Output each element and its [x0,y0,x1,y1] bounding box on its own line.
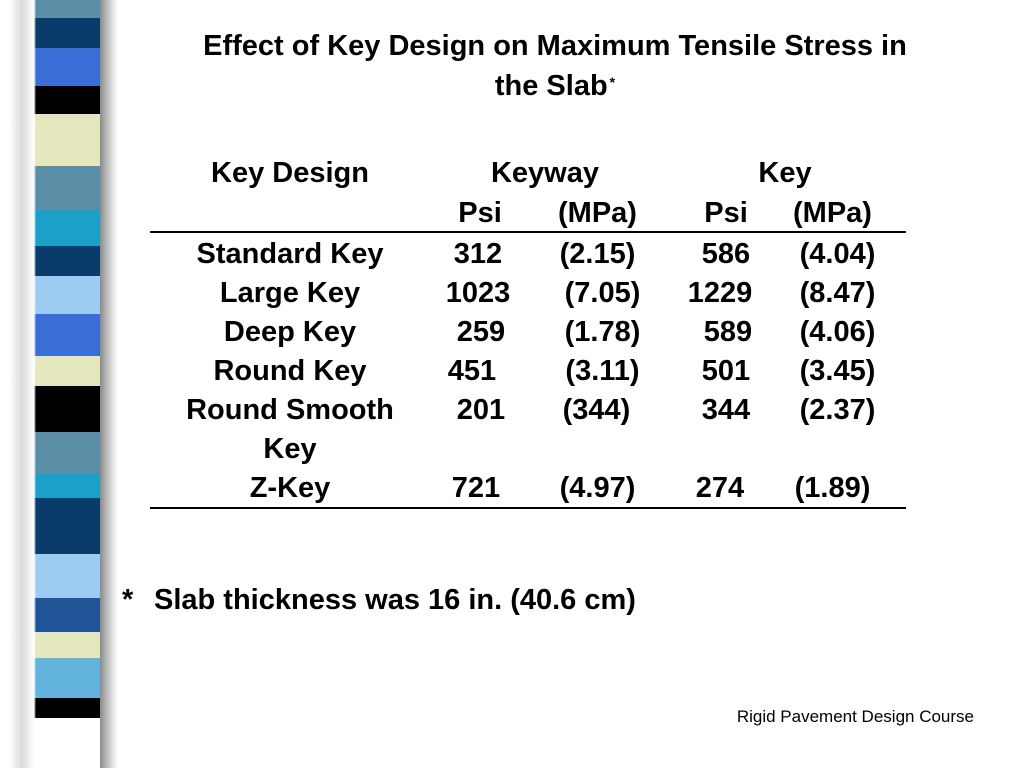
stripe-shading [0,0,118,768]
table-top-rule [150,231,906,233]
row-key-psi: 501 [701,355,751,387]
row-key-psi: 586 [701,238,751,270]
row-key-design: Z-Key [249,472,331,504]
title-footnote-marker: * [609,74,616,90]
row-keyway-psi: 259 [456,316,506,348]
row-keyway-psi: 721 [451,472,501,504]
row-key-design-cont: Key [263,433,317,465]
decorative-stripe-bar [0,0,118,768]
row-key-mpa: (4.04) [799,238,876,270]
table-bottom-rule [150,507,906,509]
row-key-psi: 274 [695,472,745,504]
row-keyway-mpa: (7.05) [564,277,641,309]
row-keyway-psi: 312 [453,238,503,270]
row-key-design: Round Smooth [186,394,394,426]
header-keyway: Keyway [490,157,599,189]
header-key-mpa: (MPa) [793,197,872,229]
row-key-mpa: (4.06) [799,316,876,348]
row-keyway-mpa: (4.97) [559,472,636,504]
row-keyway-psi: 201 [456,394,506,426]
row-keyway-mpa: (2.15) [559,238,636,270]
footnote: * Slab thickness was 16 in. (40.6 cm) [122,582,636,618]
title-line-2: the Slab * [120,66,990,106]
row-keyway-psi: 451 [447,355,497,387]
row-keyway-mpa: (1.78) [564,316,641,348]
row-key-psi: 344 [701,394,751,426]
title-line-1: Effect of Key Design on Maximum Tensile … [203,30,907,62]
slide-title: Effect of Key Design on Maximum Tensile … [120,26,990,106]
header-key-psi: Psi [704,197,748,229]
header-key: Key [758,157,812,189]
header-key-design: Key Design [211,157,369,189]
title-line-2-text: the Slab [494,70,608,102]
header-keyway-mpa: (MPa) [558,197,637,229]
row-key-psi: 589 [703,316,753,348]
row-keyway-mpa: (3.11) [565,355,640,387]
row-key-mpa: (8.47) [799,277,876,309]
row-key-mpa: (1.89) [794,472,871,504]
footnote-text: Slab thickness was 16 in. (40.6 cm) [154,584,636,616]
row-key-mpa: (2.37) [799,394,876,426]
course-footer: Rigid Pavement Design Course [736,707,974,726]
footnote-marker: * [122,584,134,616]
row-key-design: Round Key [213,355,367,387]
row-key-mpa: (3.45) [799,355,876,387]
row-key-design: Standard Key [196,238,384,270]
row-keyway-mpa: (344) [562,394,631,426]
header-keyway-psi: Psi [458,197,502,229]
row-keyway-psi: 1023 [445,277,511,309]
row-key-psi: 1229 [687,277,753,309]
row-key-design: Deep Key [223,316,357,348]
row-key-design: Large Key [219,277,361,309]
